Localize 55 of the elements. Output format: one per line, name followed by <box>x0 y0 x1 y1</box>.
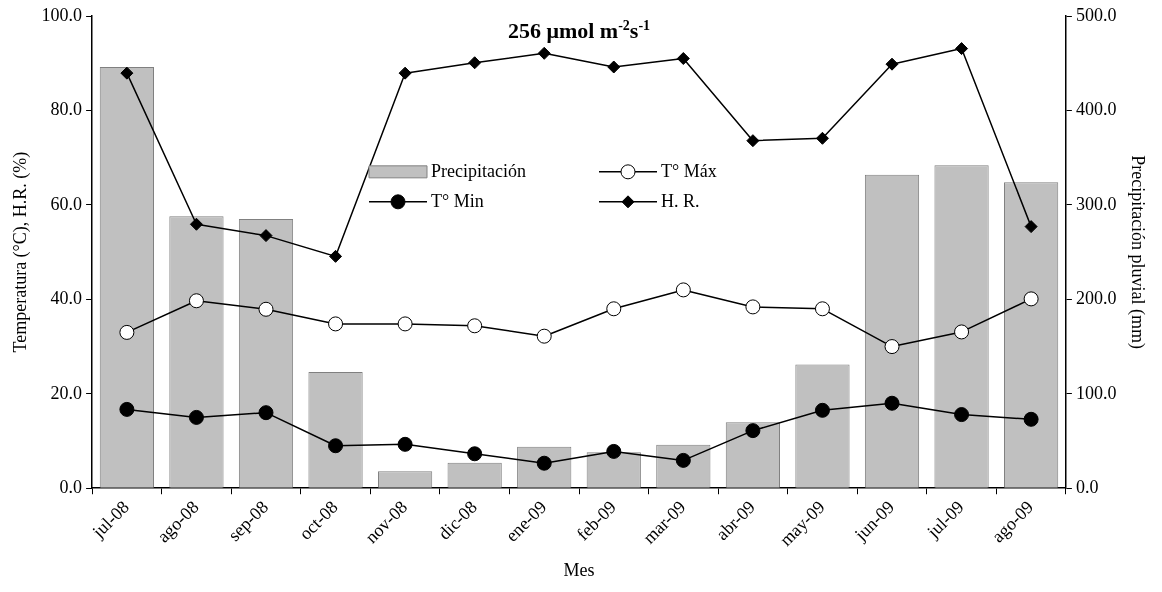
y-tick-label: 60.0 <box>50 193 83 214</box>
legend-label: T° Máx <box>661 160 717 181</box>
point <box>468 56 482 70</box>
point <box>1023 291 1039 307</box>
point <box>397 436 413 452</box>
point <box>815 131 829 145</box>
point <box>954 324 970 340</box>
point <box>328 438 344 454</box>
point <box>955 42 969 56</box>
y2-axis-title: Precipitación pluvial (mm) <box>1127 155 1149 350</box>
point <box>814 301 830 317</box>
point <box>884 395 900 411</box>
point <box>119 324 135 340</box>
y2-tick-label: 500.0 <box>1075 4 1117 25</box>
point <box>467 446 483 462</box>
point <box>398 66 412 80</box>
point <box>606 443 622 459</box>
point <box>746 134 760 148</box>
y-axis-title: Temperatura (°C), H.R. (%) <box>9 151 31 353</box>
y-tick-label: 80.0 <box>50 99 83 120</box>
y2-tick-label: 300.0 <box>1075 193 1117 214</box>
y2-tick-label: 100.0 <box>1075 382 1117 403</box>
point <box>188 293 204 309</box>
point <box>258 405 274 421</box>
y-tick-label: 40.0 <box>50 288 83 309</box>
y2-tick-label: 200.0 <box>1075 288 1117 309</box>
point <box>884 339 900 355</box>
legend-label: T° Min <box>431 190 484 211</box>
point <box>1023 411 1039 427</box>
point <box>675 282 691 298</box>
point <box>954 407 970 423</box>
point <box>814 402 830 418</box>
y2-tick-label: 0.0 <box>1075 476 1099 497</box>
point <box>329 249 343 263</box>
point <box>258 301 274 317</box>
point <box>885 57 899 71</box>
y-tick-label: 0.0 <box>59 476 83 497</box>
point <box>467 318 483 334</box>
point <box>537 46 551 60</box>
y-tick-label: 100.0 <box>41 4 83 25</box>
point <box>188 409 204 425</box>
point <box>607 60 621 74</box>
point <box>1024 220 1038 234</box>
legend-label: H. R. <box>661 190 700 211</box>
y-tick-label: 20.0 <box>50 382 83 403</box>
legend-label: Precipitación <box>431 160 526 181</box>
point <box>606 301 622 317</box>
y2-tick-label: 400.0 <box>1075 99 1117 120</box>
point <box>120 66 134 80</box>
point <box>189 217 203 231</box>
point <box>259 229 273 243</box>
point <box>676 52 690 65</box>
point <box>745 423 761 439</box>
point <box>119 401 135 417</box>
x-axis-title: Mes <box>563 559 595 580</box>
